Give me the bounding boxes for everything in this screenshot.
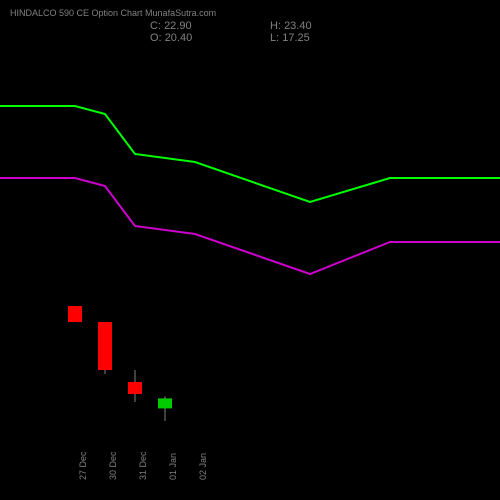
- x-axis-label: 27 Dec: [78, 451, 88, 480]
- chart-svg: [0, 50, 500, 450]
- x-axis-label: 30 Dec: [108, 451, 118, 480]
- ohlc-info: C: 22.90 H: 23.40 O: 20.40 L: 17.25: [0, 20, 500, 44]
- x-axis-labels: 27 Dec 30 Dec 31 Dec 01 Jan 02 Jan: [0, 445, 500, 485]
- low-label: L:: [270, 32, 279, 44]
- close-label: C:: [150, 20, 161, 32]
- high-info: H: 23.40: [270, 20, 390, 32]
- x-axis-label: 02 Jan: [198, 453, 208, 480]
- x-axis-label: 01 Jan: [168, 453, 178, 480]
- low-info: L: 17.25: [270, 32, 390, 44]
- low-value: 17.25: [282, 32, 310, 44]
- x-axis-label: 31 Dec: [138, 451, 148, 480]
- open-info: O: 20.40: [150, 32, 270, 44]
- open-value: 20.40: [165, 32, 193, 44]
- chart-area: [0, 50, 500, 450]
- high-label: H:: [270, 20, 281, 32]
- close-info: C: 22.90: [150, 20, 270, 32]
- close-value: 22.90: [164, 20, 192, 32]
- open-label: O:: [150, 32, 162, 44]
- high-value: 23.40: [284, 20, 312, 32]
- chart-title: HINDALCO 590 CE Option Chart MunafaSutra…: [10, 8, 216, 18]
